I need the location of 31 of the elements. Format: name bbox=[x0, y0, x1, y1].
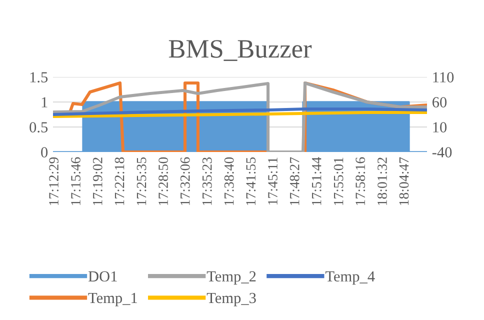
x-tick-label: 17:15:46 bbox=[71, 157, 81, 206]
y-tick-label: 0.5 bbox=[30, 122, 48, 133]
x-tick-label: 17:58:16 bbox=[356, 157, 366, 206]
y2-tick-label: -40 bbox=[432, 147, 452, 158]
x-tick-label: 17:19:02 bbox=[92, 158, 102, 206]
x-tick-label: 17:35:23 bbox=[202, 157, 212, 206]
x-tick-label: 17:32:06 bbox=[180, 157, 190, 206]
legend-label: Temp_2 bbox=[206, 271, 256, 285]
chart-title: BMS_Buzzer bbox=[168, 40, 312, 61]
x-tick-label: 18:04:47 bbox=[399, 157, 409, 206]
x-tick-label: 17:55:01 bbox=[334, 158, 344, 206]
legend-label: DO1 bbox=[88, 271, 117, 282]
x-tick-label: 18:01:32 bbox=[378, 158, 387, 206]
y2-tick-label: 60 bbox=[432, 97, 447, 108]
x-tick-label: 17:22:18 bbox=[114, 157, 124, 206]
x-tick-label: 17:12:29 bbox=[49, 157, 59, 206]
x-tick-label: 17:28:50 bbox=[158, 157, 168, 206]
legend-label: Temp_4 bbox=[325, 271, 375, 285]
x-tick-label: 17:38:40 bbox=[224, 157, 234, 206]
x-tick-label: 17:41:55 bbox=[246, 157, 256, 206]
x-tick-label: 17:45:11 bbox=[268, 158, 278, 204]
legend-label: Temp_3 bbox=[206, 292, 256, 306]
y2-tick-label: 110 bbox=[433, 72, 454, 82]
x-tick-label: 17:48:27 bbox=[290, 157, 300, 206]
y-tick-label: 1.5 bbox=[30, 72, 48, 83]
x-tick-label: 17:51:44 bbox=[312, 157, 322, 206]
x-tick-label: 17:25:35 bbox=[136, 157, 146, 206]
y-tick-label: 1 bbox=[42, 97, 48, 108]
y2-tick-label: 10 bbox=[433, 122, 447, 132]
y-tick-label: 0 bbox=[41, 147, 48, 158]
legend-label: Temp_1 bbox=[88, 292, 137, 306]
